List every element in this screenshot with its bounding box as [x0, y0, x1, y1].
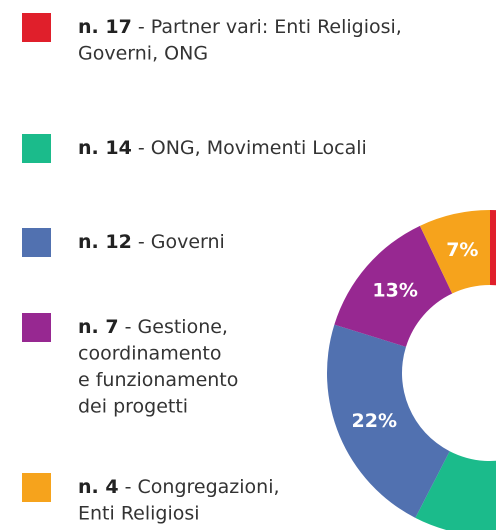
legend-label: Governi, ONG [78, 42, 208, 64]
donut-slice [334, 225, 453, 347]
legend-count: n. 12 [78, 231, 132, 253]
legend-count: n. 14 [78, 137, 132, 159]
legend-text: Enti Religiosi [78, 502, 200, 524]
legend-label: - Congregazioni, [119, 476, 280, 498]
donut-slice [490, 210, 496, 286]
legend-count: n. 7 [78, 316, 119, 338]
legend-text: Governi, ONG [78, 42, 208, 64]
legend-label: Enti Religiosi [78, 502, 200, 524]
legend-count: n. 4 [78, 476, 119, 498]
donut-slice [327, 324, 450, 518]
legend-text: n. 4 - Congregazioni, [78, 476, 280, 498]
donut-slice [415, 451, 496, 530]
donut-slice [419, 210, 490, 294]
slice-label: 7% [446, 239, 478, 261]
legend-swatch [22, 134, 51, 163]
legend-count: n. 17 [78, 16, 132, 38]
legend-label: coordinamento [78, 342, 222, 364]
legend-text: n. 12 - Governi [78, 231, 225, 253]
legend-label: - ONG, Movimenti Locali [132, 137, 367, 159]
legend-text: coordinamento [78, 342, 222, 364]
legend-swatch [22, 228, 51, 257]
legend-label: - Partner vari: Enti Religiosi, [132, 16, 402, 38]
legend-label: dei progetti [78, 395, 188, 417]
legend-text: e funzionamento [78, 369, 238, 391]
legend-swatch [22, 313, 51, 342]
legend-swatch [22, 13, 51, 42]
slice-label: 13% [372, 279, 417, 301]
slice-label: 22% [352, 410, 397, 432]
legend-swatch [22, 473, 51, 502]
legend-text: n. 17 - Partner vari: Enti Religiosi, [78, 16, 402, 38]
legend-text: dei progetti [78, 395, 188, 417]
legend-text: n. 14 - ONG, Movimenti Locali [78, 137, 367, 159]
legend-label: e funzionamento [78, 369, 238, 391]
legend-label: - Governi [132, 231, 225, 253]
legend-text: n. 7 - Gestione, [78, 316, 228, 338]
legend-label: - Gestione, [119, 316, 228, 338]
